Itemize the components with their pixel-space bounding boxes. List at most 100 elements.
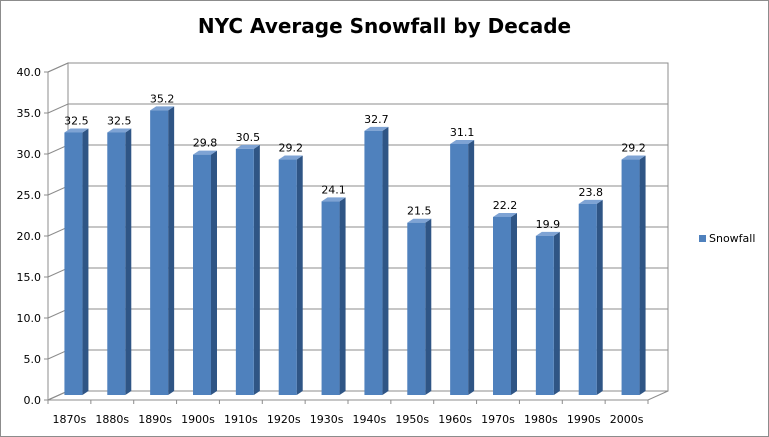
x-tick-label: 1940s <box>353 413 387 426</box>
y-tick-label: 0.0 <box>24 394 42 407</box>
bar-side <box>553 231 560 395</box>
plot-walls <box>47 62 669 401</box>
bar-side <box>339 197 346 395</box>
bar-side <box>382 126 389 396</box>
bar-top <box>150 106 175 111</box>
bar-side <box>296 155 303 395</box>
bar-side <box>168 106 175 396</box>
bar-side <box>511 212 517 395</box>
data-label: 29.2 <box>278 142 303 155</box>
bar <box>235 144 260 395</box>
bar-top <box>64 128 89 133</box>
bar-top <box>278 155 303 160</box>
legend: Snowfall <box>699 232 755 245</box>
gridline <box>47 62 668 73</box>
x-tick-label: 1960s <box>438 413 472 426</box>
bar-front <box>107 132 126 395</box>
chart-title: NYC Average Snowfall by Decade <box>197 14 572 38</box>
bar-top <box>407 218 432 223</box>
bar-top <box>364 126 389 131</box>
x-tick-label: 1930s <box>310 413 344 426</box>
floor <box>47 390 669 401</box>
bar <box>278 155 303 395</box>
bar-side <box>82 128 89 395</box>
bar-side <box>639 155 646 395</box>
bar <box>493 212 517 395</box>
bar <box>578 199 603 395</box>
data-label: 29.8 <box>193 137 218 150</box>
data-labels: 32.5 32.5 35.2 29.8 30.5 29.2 24.1 32.7 21.5 31.1… <box>64 92 646 230</box>
x-tick-label: 1920s <box>267 413 301 426</box>
bar-front <box>493 216 511 395</box>
bar-top <box>193 150 217 155</box>
bar-top <box>321 197 346 202</box>
bar-side <box>253 144 260 395</box>
legend-label-snowfall: Snowfall <box>709 232 755 245</box>
data-label: 32.7 <box>364 113 389 126</box>
bar-front <box>407 222 426 395</box>
x-tick-label: 1870s <box>53 413 87 426</box>
data-label: 24.1 <box>321 183 346 196</box>
y-tick-label: 30.0 <box>17 148 42 161</box>
x-tick-label: 1990s <box>567 413 601 426</box>
bar-side <box>596 199 603 395</box>
bar-front <box>150 110 169 396</box>
bar <box>450 139 475 395</box>
bar <box>621 155 646 395</box>
y-tick-label: 35.0 <box>17 107 42 120</box>
x-tick-label: 1950s <box>395 413 429 426</box>
bar-front <box>235 148 254 395</box>
data-label: 22.2 <box>493 199 518 212</box>
bar-top <box>450 139 475 144</box>
y-tick-label: 40.0 <box>17 66 42 79</box>
data-label: 19.9 <box>536 218 561 231</box>
data-label: 30.5 <box>236 131 261 144</box>
bar-side <box>211 150 217 395</box>
bar-front <box>364 130 383 396</box>
bar-top <box>235 144 260 149</box>
bar <box>193 150 217 395</box>
bar-front <box>621 159 640 395</box>
bar-side <box>468 139 475 395</box>
y-tick-label: 5.0 <box>24 353 42 366</box>
bar-top <box>621 155 646 160</box>
data-label: 29.2 <box>621 142 646 155</box>
x-axis-ticks: 1870s 1880s 1890s 1900s 1910s 1920s 1930s 1940s… <box>47 400 649 426</box>
bar-front <box>535 235 554 395</box>
x-tick-label: 1890s <box>138 413 172 426</box>
data-label: 21.5 <box>407 205 432 218</box>
y-tick-label: 10.0 <box>17 312 42 325</box>
bar-top <box>107 128 132 133</box>
data-label: 32.5 <box>64 115 89 128</box>
bar-top <box>578 199 603 204</box>
x-tick-label: 1910s <box>224 413 258 426</box>
x-tick-label: 1900s <box>181 413 215 426</box>
y-tick-label: 15.0 <box>17 271 42 284</box>
bar-front <box>450 143 469 395</box>
bar <box>64 128 89 395</box>
data-label: 35.2 <box>150 92 175 105</box>
legend-swatch-snowfall <box>699 235 706 242</box>
bar-front <box>64 132 83 395</box>
bar <box>535 231 560 395</box>
bar-side <box>125 128 132 395</box>
bar <box>407 218 432 395</box>
gridline <box>47 103 668 114</box>
bar-front <box>278 159 297 395</box>
x-tick-label: 1880s <box>95 413 129 426</box>
y-axis-ticks: 0.0 5.0 10.0 15.0 20.0 25.0 30.0 35.0 40.0 <box>17 66 49 407</box>
data-label: 31.1 <box>450 126 475 139</box>
bar-front <box>193 154 211 395</box>
y-tick-label: 20.0 <box>17 230 42 243</box>
bar <box>150 106 175 396</box>
bar <box>107 128 132 395</box>
bar <box>364 126 389 396</box>
bar <box>321 197 346 395</box>
bar-front <box>578 203 597 395</box>
y-tick-label: 25.0 <box>17 189 42 202</box>
x-tick-label: 1970s <box>481 413 515 426</box>
data-label: 23.8 <box>578 186 603 199</box>
data-label: 32.5 <box>107 115 132 128</box>
bar-top <box>535 231 560 236</box>
